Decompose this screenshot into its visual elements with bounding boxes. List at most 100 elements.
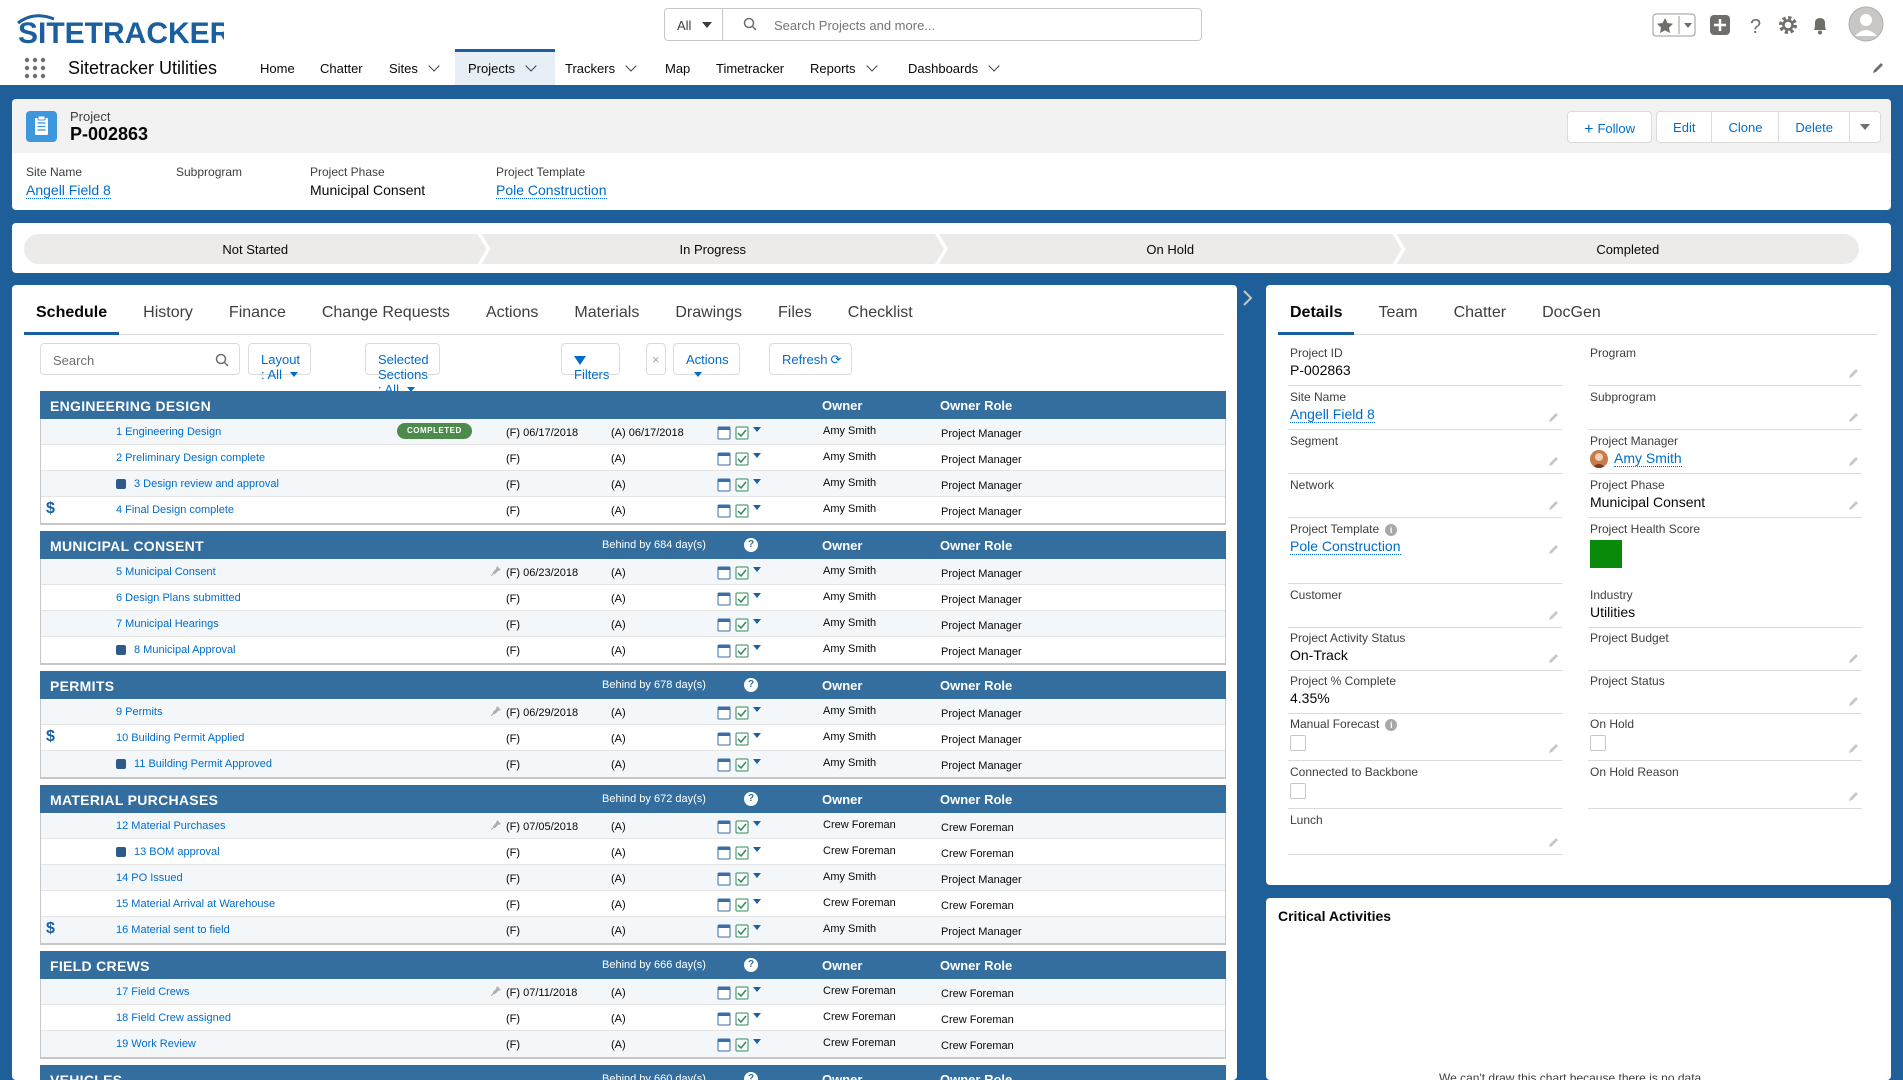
tab-chatter[interactable]: Chatter — [1453, 304, 1507, 321]
info-icon[interactable]: i — [1385, 524, 1398, 536]
edit-pencil-icon[interactable] — [1548, 836, 1560, 848]
row-action-icons[interactable] — [717, 616, 767, 632]
filters-button[interactable]: Filters — [561, 343, 621, 382]
help-question-icon[interactable]: ? — [744, 538, 758, 552]
activity-name-link[interactable]: 18 Field Crew assigned — [116, 1012, 231, 1024]
activity-name-link[interactable]: 1 Engineering Design — [116, 426, 222, 438]
tab-change-requests[interactable]: Change Requests — [321, 304, 450, 321]
edit-pencil-icon[interactable] — [1548, 411, 1560, 423]
manual-forecast-checkbox[interactable] — [1290, 735, 1306, 751]
nav-item-home[interactable]: Home — [260, 49, 295, 85]
nav-item-reports[interactable]: Reports — [810, 49, 878, 85]
row-action-icons[interactable] — [717, 730, 767, 746]
edit-button[interactable]: Edit — [1656, 111, 1713, 143]
tab-materials[interactable]: Materials — [574, 304, 640, 321]
edit-pencil-icon[interactable] — [1848, 695, 1860, 707]
activity-name-link[interactable]: 2 Preliminary Design complete — [116, 452, 266, 464]
nav-item-dashboards[interactable]: Dashboards — [908, 49, 1000, 85]
clone-button[interactable]: Clone — [1711, 111, 1780, 143]
refresh-button[interactable]: Refresh ⟳ — [769, 343, 853, 375]
section-header-vehicles[interactable]: VEHICLES Behind by 660 day(s)? Owner Owner … — [40, 1065, 1226, 1080]
row-action-icons[interactable] — [717, 1010, 767, 1026]
clear-filters-button[interactable]: × — [646, 343, 666, 375]
project-template-link[interactable]: Pole Construction — [1290, 538, 1401, 555]
section-header-engineering-design[interactable]: ENGINEERING DESIGN Owner Owner Role — [40, 391, 1226, 419]
edit-pencil-icon[interactable] — [1848, 367, 1860, 379]
tab-history[interactable]: History — [143, 304, 193, 321]
activity-name-link[interactable]: 3 Design review and approval — [134, 478, 279, 490]
layout-dropdown[interactable]: Layout : All — [248, 343, 312, 382]
row-action-icons[interactable] — [717, 1036, 767, 1052]
more-actions-button[interactable] — [1849, 111, 1881, 143]
activity-name-link[interactable]: 4 Final Design complete — [116, 504, 235, 516]
connected-to-backbone-checkbox[interactable] — [1290, 783, 1306, 799]
row-action-icons[interactable] — [717, 704, 767, 720]
section-header-permits[interactable]: PERMITS Behind by 678 day(s)? Owner Owner R… — [40, 671, 1226, 699]
help-question-icon[interactable]: ? — [744, 678, 758, 692]
app-launcher-icon[interactable] — [24, 57, 46, 79]
activity-name-link[interactable]: 6 Design Plans submitted — [116, 592, 241, 604]
notifications-bell-icon[interactable] — [1808, 13, 1832, 37]
nav-item-timetracker[interactable]: Timetracker — [716, 49, 784, 85]
path-step-in-progress[interactable]: In Progress — [482, 234, 945, 264]
delete-button[interactable]: Delete — [1778, 111, 1850, 143]
row-action-icons[interactable] — [717, 984, 767, 1000]
activity-name-link[interactable]: 10 Building Permit Applied — [116, 732, 245, 744]
path-step-on-hold[interactable]: On Hold — [939, 234, 1402, 264]
chevron-down-icon[interactable] — [525, 60, 537, 72]
pin-icon[interactable] — [490, 566, 501, 577]
global-add-icon[interactable] — [1708, 13, 1732, 37]
edit-pencil-icon[interactable] — [1848, 499, 1860, 511]
edit-pencil-icon[interactable] — [1548, 609, 1560, 621]
row-action-icons[interactable] — [717, 502, 767, 518]
tab-finance[interactable]: Finance — [228, 304, 286, 321]
tab-schedule[interactable]: Schedule — [24, 285, 120, 335]
row-action-icons[interactable] — [717, 424, 767, 440]
row-action-icons[interactable] — [717, 870, 767, 886]
nav-item-chatter[interactable]: Chatter — [320, 49, 363, 85]
activity-name-link[interactable]: 9 Permits — [116, 706, 163, 718]
edit-pencil-icon[interactable] — [1848, 411, 1860, 423]
help-question-icon[interactable]: ? — [744, 958, 758, 972]
help-icon[interactable]: ? — [1744, 13, 1768, 37]
tab-actions[interactable]: Actions — [485, 304, 539, 321]
edit-nav-pencil-icon[interactable] — [1871, 61, 1885, 75]
chevron-down-icon[interactable] — [428, 60, 440, 72]
nav-item-map[interactable]: Map — [665, 49, 690, 85]
header-site-name-link[interactable]: Angell Field 8 — [26, 182, 111, 199]
on-hold-checkbox[interactable] — [1590, 735, 1606, 751]
edit-pencil-icon[interactable] — [1548, 652, 1560, 664]
activity-name-link[interactable]: 15 Material Arrival at Warehouse — [116, 898, 276, 910]
project-manager-link[interactable]: Amy Smith — [1614, 450, 1682, 467]
edit-pencil-icon[interactable] — [1848, 790, 1860, 802]
chevron-down-icon[interactable] — [988, 60, 1000, 72]
help-question-icon[interactable]: ? — [744, 792, 758, 806]
row-action-icons[interactable] — [717, 844, 767, 860]
tab-drawings[interactable]: Drawings — [675, 304, 742, 321]
section-header-municipal-consent[interactable]: MUNICIPAL CONSENT Behind by 684 day(s)? Ow… — [40, 531, 1226, 559]
follow-button[interactable]: + Follow — [1567, 111, 1653, 143]
header-project-template-link[interactable]: Pole Construction — [496, 182, 607, 199]
activity-name-link[interactable]: 11 Building Permit Approved — [134, 758, 272, 770]
chevron-right-icon[interactable] — [1240, 290, 1256, 306]
section-header-material-purchases[interactable]: MATERIAL PURCHASES Behind by 672 day(s)? O… — [40, 785, 1226, 813]
pin-icon[interactable] — [490, 706, 501, 717]
edit-pencil-icon[interactable] — [1548, 455, 1560, 467]
global-search-input[interactable] — [774, 13, 1194, 37]
path-step-completed[interactable]: Completed — [1396, 234, 1859, 264]
tab-files[interactable]: Files — [778, 304, 812, 321]
edit-pencil-icon[interactable] — [1548, 499, 1560, 511]
schedule-search-input[interactable]: Search — [40, 343, 240, 375]
row-action-icons[interactable] — [717, 896, 767, 912]
activity-name-link[interactable]: 19 Work Review — [116, 1038, 196, 1050]
user-avatar-icon[interactable] — [1848, 6, 1884, 42]
section-header-field-crews[interactable]: FIELD CREWS Behind by 666 day(s)? Owner Own… — [40, 951, 1226, 979]
chevron-down-icon[interactable] — [625, 60, 637, 72]
activity-name-link[interactable]: 12 Material Purchases — [116, 820, 226, 832]
tab-checklist[interactable]: Checklist — [847, 304, 913, 321]
activity-name-link[interactable]: 7 Municipal Hearings — [116, 618, 219, 630]
activity-name-link[interactable]: 5 Municipal Consent — [116, 566, 216, 578]
edit-pencil-icon[interactable] — [1848, 742, 1860, 754]
tab-details[interactable]: Details — [1278, 285, 1355, 335]
path-step-not-started[interactable]: Not Started — [24, 234, 487, 264]
